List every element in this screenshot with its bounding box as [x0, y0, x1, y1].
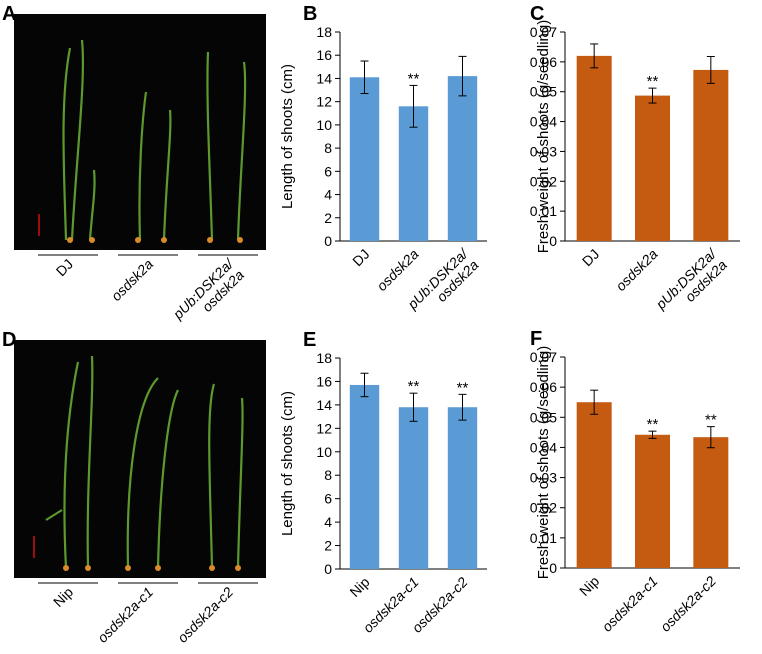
- y-tick-label: 2: [324, 210, 332, 226]
- y-tick-label: 16: [316, 47, 332, 63]
- y-tick-label: 12: [316, 420, 332, 436]
- bar: [398, 407, 429, 569]
- significance: **: [457, 379, 469, 396]
- x-tick-label: pUb:DSK2a/osdsk2a: [652, 244, 731, 323]
- y-tick-label: 0.07: [530, 24, 557, 40]
- y-tick-label: 10: [316, 117, 332, 133]
- photo-label: pUb:DSK2a/osdsk2a: [169, 254, 248, 333]
- y-tick-label: 0.01: [530, 530, 557, 546]
- bar: [576, 55, 612, 242]
- photo-label: osdsk2a: [108, 256, 156, 304]
- x-tick-label: DJ: [579, 246, 602, 269]
- bar: [447, 407, 478, 569]
- y-axis-label: Fresh weight of shoots (g/seedling): [535, 20, 552, 253]
- y-tick-label: 0.05: [530, 84, 557, 100]
- bar: [693, 69, 729, 241]
- y-tick-label: 0.01: [530, 203, 557, 219]
- y-tick-label: 4: [324, 514, 332, 530]
- y-tick-label: 2: [324, 538, 332, 554]
- panel-letter: B: [303, 3, 317, 25]
- y-tick-label: 0.03: [530, 470, 557, 486]
- significance: **: [705, 412, 717, 429]
- y-tick-label: 0.04: [530, 114, 557, 130]
- y-tick-label: 8: [324, 140, 332, 156]
- y-tick-label: 0.04: [530, 439, 557, 455]
- y-tick-label: 0.06: [530, 379, 557, 395]
- y-tick-label: 0.02: [530, 500, 557, 516]
- bar: [349, 384, 380, 569]
- x-tick-label: osdsk2a-c1: [599, 573, 661, 635]
- bar: [635, 434, 670, 568]
- bar: [447, 76, 478, 241]
- y-tick-label: 0.06: [530, 54, 557, 70]
- y-tick-label: 6: [324, 491, 332, 507]
- significance: **: [408, 378, 420, 395]
- y-tick-label: 10: [316, 444, 332, 460]
- y-tick-label: 18: [316, 24, 332, 40]
- x-tick-label: osdsk2a: [373, 246, 421, 294]
- y-axis-label: Length of shoots (cm): [279, 391, 296, 536]
- panel-letter: D: [2, 329, 16, 351]
- y-tick-label: 0.03: [530, 143, 557, 159]
- y-tick-label: 0.02: [530, 173, 557, 189]
- y-tick-label: 4: [324, 187, 332, 203]
- y-tick-label: 0: [324, 561, 332, 577]
- x-tick-label: osdsk2a-c2: [657, 573, 719, 635]
- bar: [635, 95, 670, 242]
- y-axis-label: Fresh weight of shoots (g/seedling): [535, 346, 552, 579]
- panel-letter: F: [530, 328, 542, 350]
- y-tick-label: 8: [324, 467, 332, 483]
- y-tick-label: 0: [549, 233, 557, 249]
- y-tick-label: 14: [316, 70, 332, 86]
- panel-letter: E: [303, 329, 316, 351]
- y-tick-label: 6: [324, 163, 332, 179]
- bar: [398, 106, 429, 241]
- significance: **: [408, 70, 420, 87]
- x-tick-label: Nip: [576, 573, 602, 599]
- photo-d: [14, 340, 266, 578]
- x-tick-label: Nip: [346, 574, 372, 600]
- y-tick-label: 12: [316, 94, 332, 110]
- bar: [349, 77, 380, 242]
- y-tick-label: 0.05: [530, 409, 557, 425]
- photo-label: osdsk2a-c1: [94, 584, 156, 646]
- photo-label: Nip: [50, 584, 76, 610]
- bar: [693, 437, 729, 568]
- photo-a: [14, 14, 266, 250]
- y-tick-label: 0: [549, 560, 557, 576]
- significance: **: [647, 416, 659, 433]
- y-tick-label: 16: [316, 373, 332, 389]
- y-tick-label: 18: [316, 350, 332, 366]
- y-tick-label: 14: [316, 397, 332, 413]
- y-tick-label: 0.07: [530, 349, 557, 365]
- panel-letter: A: [2, 3, 16, 25]
- photo-label: osdsk2a-c2: [174, 584, 236, 646]
- bar: [576, 402, 612, 568]
- x-tick-label: DJ: [349, 246, 372, 269]
- x-tick-label: osdsk2a: [612, 246, 660, 294]
- y-axis-label: Length of shoots (cm): [279, 64, 296, 209]
- y-tick-label: 0: [324, 233, 332, 249]
- photo-label: DJ: [53, 256, 76, 279]
- panel-letter: C: [530, 3, 544, 25]
- significance: **: [647, 73, 659, 90]
